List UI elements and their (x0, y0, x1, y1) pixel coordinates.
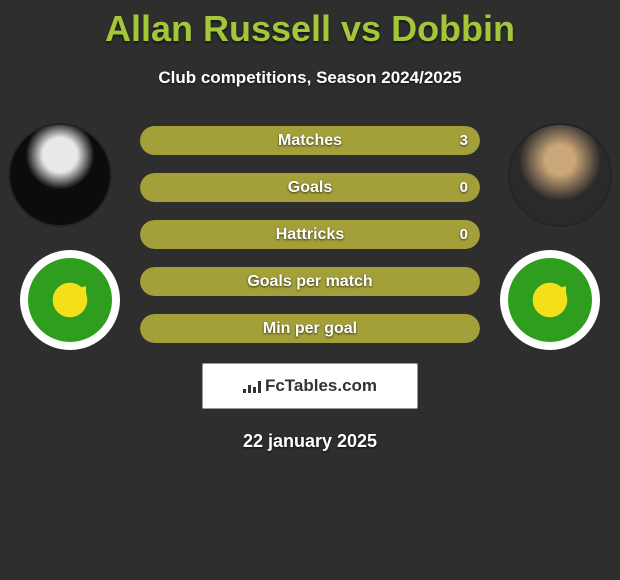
club-badge-left (20, 250, 120, 350)
stat-bar: Goals 0 (140, 173, 480, 202)
club-badge-right (500, 250, 600, 350)
bar-label: Goals per match (140, 267, 480, 296)
bar-value-right: 0 (460, 173, 468, 202)
branding-box: FcTables.com (202, 363, 418, 409)
bar-label: Min per goal (140, 314, 480, 343)
stat-bar: Matches 3 (140, 126, 480, 155)
bar-value-right: 3 (460, 126, 468, 155)
stat-bar: Hattricks 0 (140, 220, 480, 249)
player-avatar-left (10, 125, 110, 225)
stat-bars: Matches 3 Goals 0 Hattricks 0 Goals per … (140, 126, 480, 343)
bar-label: Hattricks (140, 220, 480, 249)
player-avatar-right (510, 125, 610, 225)
bar-label: Goals (140, 173, 480, 202)
page-title: Allan Russell vs Dobbin (0, 0, 620, 50)
bar-value-right: 0 (460, 220, 468, 249)
branding-label: FcTables.com (265, 376, 377, 396)
stat-bar: Goals per match (140, 267, 480, 296)
date-label: 22 january 2025 (0, 431, 620, 452)
subtitle: Club competitions, Season 2024/2025 (0, 68, 620, 88)
bar-label: Matches (140, 126, 480, 155)
bar-chart-icon (243, 379, 261, 393)
stat-bar: Min per goal (140, 314, 480, 343)
